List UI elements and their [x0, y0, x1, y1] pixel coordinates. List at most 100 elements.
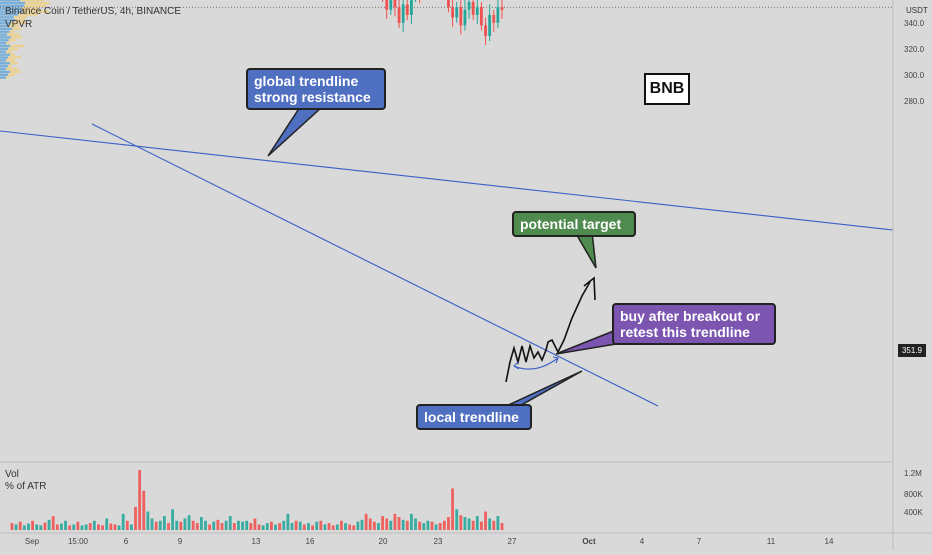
vpvr-bar-sell: [24, 4, 47, 8]
vpvr-bar-buy: [0, 39, 9, 42]
vpvr-bar-sell: [21, 7, 40, 10]
vpvr-bar-buy: [0, 36, 11, 39]
volume-bar: [274, 524, 277, 530]
volume-bar: [315, 521, 319, 530]
volume-bar: [496, 516, 500, 530]
volume-bar: [208, 524, 212, 530]
volume-bar: [385, 518, 389, 530]
candle-body: [447, 0, 450, 8]
time-tick-label: 6: [124, 537, 129, 546]
resistance-callout-line-2: strong resistance: [254, 89, 371, 105]
vpvr-bar-sell: [25, 1, 50, 5]
volume-bar: [265, 523, 269, 530]
target-callout: potential target: [512, 211, 636, 237]
volume-bar: [290, 523, 294, 530]
volume-bar: [97, 524, 100, 530]
vpvr-bar-sell: [22, 10, 49, 13]
volume-bar: [39, 525, 43, 530]
candle-body: [488, 14, 492, 36]
vpvr-bar-sell: [10, 44, 25, 48]
volume-bar: [80, 525, 84, 530]
volume-bar: [447, 517, 450, 530]
vpvr-bar-buy: [0, 62, 10, 65]
volume-bar: [418, 521, 422, 530]
volume-bar: [162, 516, 166, 530]
vpvr-bar-sell: [20, 0, 44, 2]
volume-bar: [294, 520, 298, 530]
volume-bar: [191, 520, 195, 530]
candle-body: [459, 7, 463, 26]
volume-bar: [302, 524, 306, 530]
vpvr-bar-buy: [0, 64, 8, 68]
local-callout-line: local trendline: [424, 409, 519, 425]
volume-bar: [340, 520, 343, 530]
local-trendline-callout: local trendline: [416, 404, 532, 430]
vpvr-bar-buy: [0, 16, 14, 19]
volume-bar: [175, 520, 179, 530]
volume-bar: [471, 520, 475, 530]
candle-body: [496, 7, 500, 23]
volume-bar: [249, 523, 253, 530]
price-tick-label: 320.0: [904, 45, 925, 54]
volume-bar: [150, 518, 154, 530]
vpvr-bar-buy: [0, 59, 6, 62]
volume-bar: [146, 511, 150, 530]
vpvr-bar-sell: [8, 47, 18, 51]
volume-bar: [389, 520, 393, 530]
volume-bar: [14, 524, 18, 530]
volume-bar: [434, 524, 438, 530]
volume-bar: [31, 520, 34, 530]
volume-bar: [224, 520, 228, 530]
vpvr-bar-buy: [0, 47, 8, 51]
vpvr-bar-sell: [8, 56, 21, 59]
volume-tick-label: 1.2M: [904, 469, 922, 478]
volume-bar: [480, 521, 483, 530]
volume-bar: [72, 524, 76, 530]
vpvr-bar-buy: [0, 27, 13, 31]
volume-bar: [121, 513, 125, 530]
volume-bar: [381, 516, 384, 530]
volume-bar: [84, 524, 88, 530]
volume-bar: [245, 520, 249, 530]
volume-bar: [130, 524, 133, 530]
volume-bar: [331, 525, 335, 530]
candle-body: [475, 7, 479, 15]
volume-bar: [232, 523, 236, 530]
volume-bar: [200, 517, 203, 530]
vpvr-bar-buy: [0, 50, 6, 53]
vpvr-bar-sell: [10, 53, 15, 56]
volume-bar: [397, 517, 401, 530]
volume-bar: [426, 520, 430, 530]
volume-label: Vol: [5, 469, 19, 480]
volume-bar: [335, 524, 339, 530]
candle-body: [500, 7, 504, 10]
volume-bar: [92, 520, 96, 530]
volume-bar: [64, 520, 67, 530]
volume-tick-label: 400K: [904, 508, 923, 517]
volume-bar: [270, 521, 273, 530]
volume-bar: [401, 519, 405, 530]
price-tick-label: 360.0: [904, 0, 925, 2]
vpvr-bar-sell: [6, 41, 10, 45]
candle-body: [397, 7, 401, 23]
volume-bar: [352, 525, 356, 530]
vpvr-bar-buy: [0, 76, 6, 79]
vpvr-bar-buy: [0, 33, 8, 36]
projected-path-arrowhead: [583, 276, 596, 301]
vpvr-bar-buy: [0, 53, 10, 56]
volume-bar: [422, 523, 426, 530]
volume-bar: [257, 524, 261, 530]
vpvr-bar-sell: [6, 67, 18, 71]
vpvr-bar-buy: [0, 18, 16, 22]
vpvr-bar-buy: [0, 70, 10, 74]
volume-bar: [307, 523, 310, 530]
vpvr-bar-sell: [6, 50, 12, 53]
volume-bar: [319, 520, 323, 530]
volume-bar: [298, 521, 302, 530]
volume-bar: [438, 523, 442, 530]
time-tick-label: Oct: [582, 537, 596, 546]
retest-arc: [513, 357, 559, 370]
symbol-title: Binance Coin / TetherUS, 4h, BINANCE: [5, 6, 182, 17]
candle-body: [455, 7, 459, 18]
